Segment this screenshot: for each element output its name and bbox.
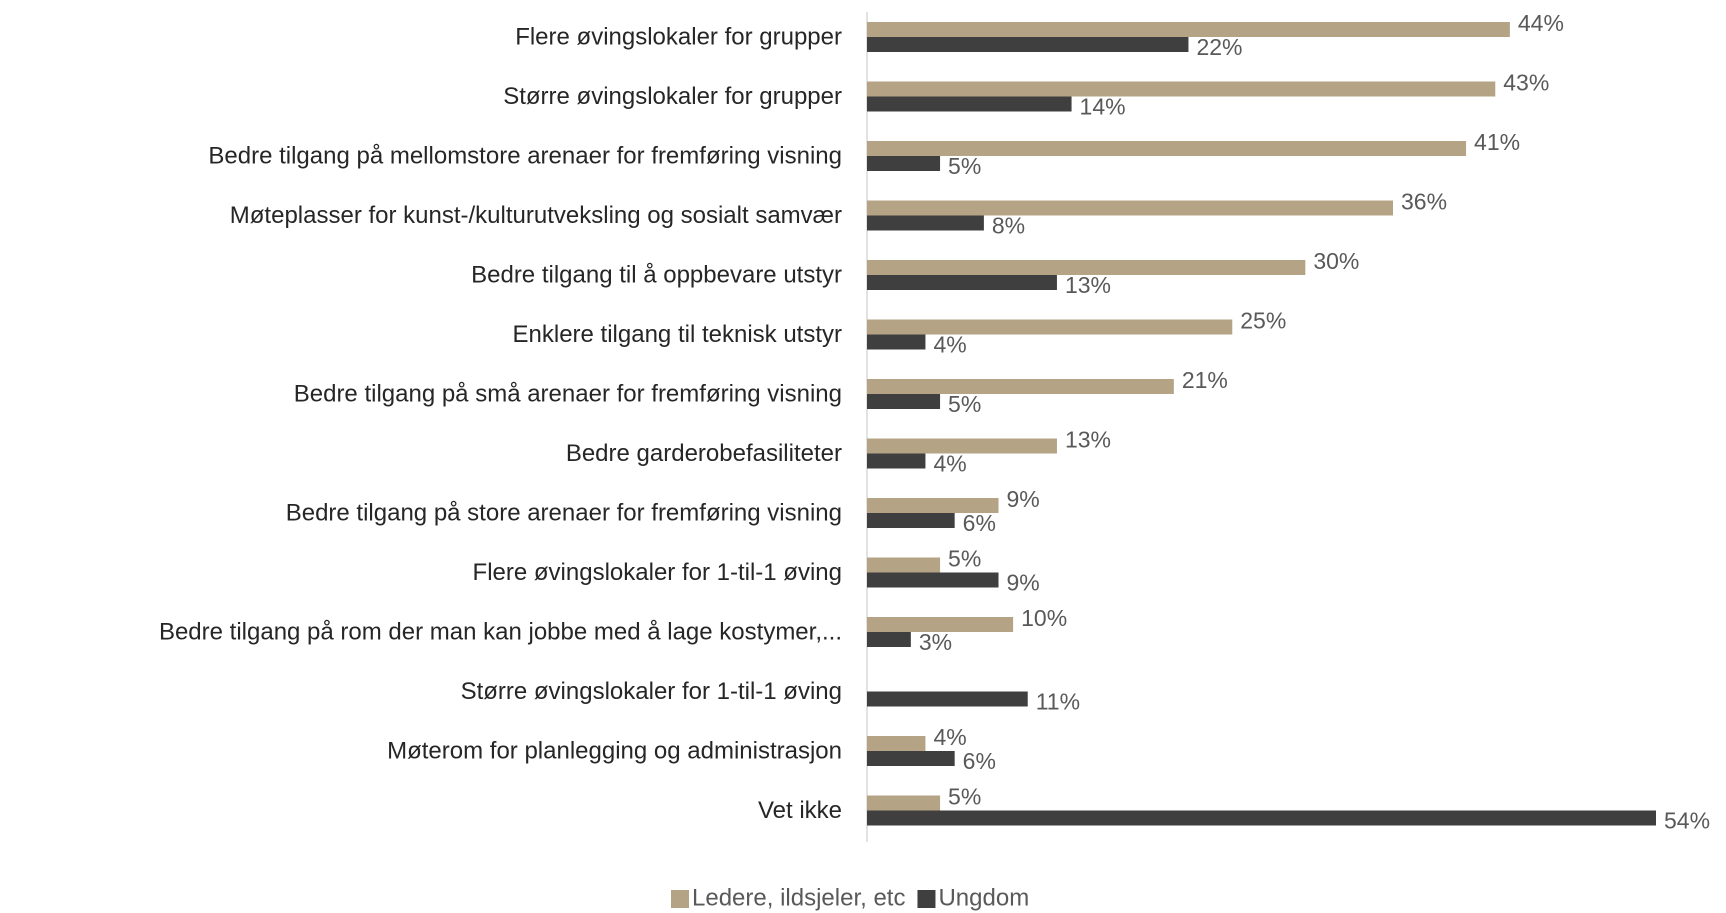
legend-label: Ungdom (938, 884, 1029, 911)
bar (867, 795, 941, 811)
value-label: 4% (933, 451, 966, 477)
category-label: Vet ikke (758, 797, 842, 824)
legend-swatch (671, 890, 689, 908)
value-label: 11% (1036, 689, 1080, 715)
bar (867, 96, 1072, 112)
value-label: 5% (948, 153, 981, 179)
legend-label: Ledere, ildsjeler, etc (692, 884, 905, 911)
category-label: Bedre tilgang på mellomstore arenaer for… (208, 142, 842, 169)
value-label: 36% (1401, 189, 1447, 215)
bar (867, 810, 1656, 826)
value-label: 3% (919, 629, 952, 655)
bar (867, 736, 926, 751)
value-label: 5% (948, 391, 981, 417)
legend-swatch (917, 890, 936, 908)
value-label: 5% (948, 546, 981, 572)
bar (867, 275, 1057, 290)
value-label: 4% (933, 724, 966, 750)
value-label: 8% (992, 213, 1025, 239)
category-label: Flere øvingslokaler for grupper (515, 23, 842, 50)
category-label: Større øvingslokaler for grupper (503, 83, 842, 110)
value-label: 6% (963, 510, 996, 536)
category-label: Møterom for planlegging og administrasjo… (387, 737, 842, 764)
bar (867, 260, 1306, 275)
value-label: 21% (1182, 367, 1228, 393)
bar (867, 156, 941, 171)
value-label: 4% (933, 332, 966, 358)
bar (867, 319, 1233, 335)
category-label: Bedre garderobefasiliteter (566, 440, 842, 467)
bar (867, 37, 1189, 52)
category-label: Bedre tilgang på små arenaer for fremfør… (294, 380, 842, 407)
bar (867, 691, 1028, 707)
category-label: Enklere tilgang til teknisk utstyr (513, 321, 842, 348)
category-label: Større øvingslokaler for 1-til-1 øving (461, 678, 842, 705)
category-label: Bedre tilgang til å oppbevare utstyr (471, 261, 842, 288)
value-label: 5% (948, 784, 981, 810)
bar (867, 557, 941, 573)
bar (867, 141, 1467, 156)
bar (867, 200, 1393, 216)
bar (867, 438, 1057, 454)
bar (867, 81, 1496, 97)
bar (867, 513, 955, 528)
value-label: 9% (1007, 570, 1040, 596)
value-label: 14% (1080, 94, 1126, 120)
bar (867, 22, 1510, 37)
bar (867, 617, 1014, 632)
bar (867, 215, 984, 231)
bar (867, 498, 999, 513)
value-label: 22% (1196, 34, 1242, 60)
value-label: 10% (1021, 605, 1067, 631)
value-label: 6% (963, 748, 996, 774)
value-label: 44% (1518, 10, 1564, 36)
bar (867, 334, 926, 350)
bar (867, 632, 911, 647)
value-label: 9% (1007, 486, 1040, 512)
category-label: Møteplasser for kunst-/kulturutveksling … (230, 202, 842, 229)
value-label: 13% (1065, 427, 1111, 453)
bar (867, 394, 941, 409)
bar (867, 572, 999, 588)
value-label: 41% (1474, 129, 1520, 155)
value-label: 13% (1065, 272, 1111, 298)
value-label: 54% (1664, 808, 1710, 834)
category-label: Bedre tilgang på store arenaer for fremf… (286, 499, 842, 526)
bar (867, 751, 955, 766)
category-label: Flere øvingslokaler for 1-til-1 øving (473, 559, 842, 586)
value-label: 43% (1503, 70, 1549, 96)
value-label: 25% (1240, 308, 1286, 334)
value-label: 30% (1313, 248, 1359, 274)
bar (867, 453, 926, 469)
bar (867, 379, 1174, 394)
category-label: Bedre tilgang på rom der man kan jobbe m… (159, 618, 842, 645)
